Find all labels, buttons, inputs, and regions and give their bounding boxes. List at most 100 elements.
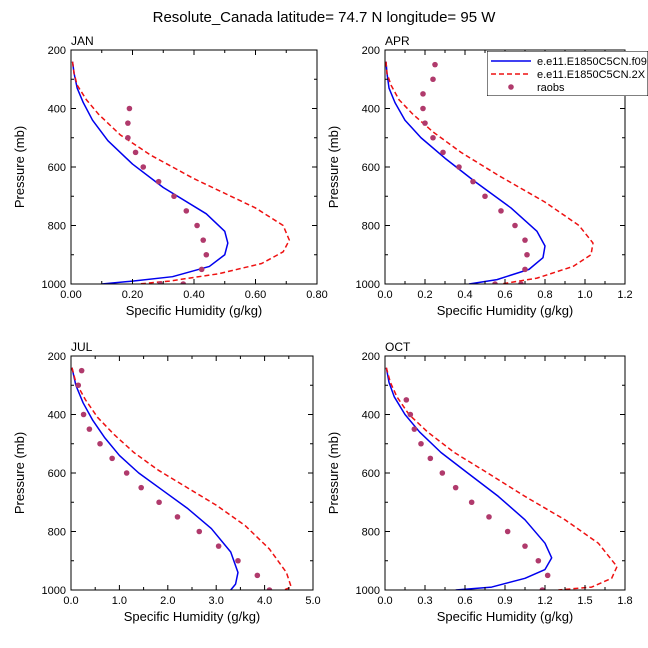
x-tick-label: 1.8 (617, 595, 632, 607)
x-axis-label: Specific Humidity (g/kg) (437, 609, 574, 624)
raob-point (535, 557, 542, 564)
raob-point (427, 455, 434, 462)
y-axis-label: Pressure (mb) (12, 126, 27, 208)
raob-point (138, 484, 144, 491)
raob-point (126, 105, 133, 112)
raob-point (180, 281, 187, 284)
raob-point (411, 426, 418, 432)
series-line-f09 (71, 367, 239, 590)
raob-point (140, 164, 147, 170)
raob-point (470, 178, 476, 185)
panel-jul: JUL 0.0 1.0 2.0 3.0 4.0 5.0 200 400 600 800 1000 Spe… (12, 340, 321, 624)
x-tick-label: 5.0 (305, 595, 320, 607)
x-tick-label: 0.60 (245, 289, 266, 301)
raob-point (468, 499, 475, 506)
raob-point (403, 397, 410, 403)
series-line-f09 (385, 367, 553, 590)
raob-point (125, 134, 131, 141)
raob-point (492, 281, 498, 284)
raob-point (439, 470, 446, 476)
raob-point (123, 470, 130, 476)
panel-oct: OCT 0.0 0.3 0.6 0.9 1.2 1.5 1.8 200 400 600 800 1000… (326, 340, 633, 624)
raob-point (254, 572, 261, 579)
raob-point (86, 426, 93, 432)
x-tick-label: 3.0 (209, 595, 224, 607)
x-tick-label: 0.3 (417, 595, 432, 607)
x-tick-label: 0.80 (306, 289, 327, 301)
raob-point (440, 149, 446, 156)
y-tick-label: 1000 (42, 279, 66, 291)
panel-title-jul: JUL (71, 340, 93, 354)
series-line-2x (71, 61, 291, 284)
panels: JAN 0.00 0.20 0.40 0.60 0.80 200 400 600 800 1000 S… (12, 34, 633, 624)
y-tick-label: 600 (362, 162, 380, 174)
raob-point (544, 572, 551, 579)
x-tick-label: 0.00 (60, 289, 81, 301)
x-tick-label: 0.6 (457, 595, 472, 607)
raob-point (420, 105, 426, 112)
raob-point (171, 193, 177, 200)
legend-label: raobs (537, 82, 565, 94)
x-tick-label: 0.20 (122, 289, 143, 301)
y-axis-label: Pressure (mb) (326, 126, 341, 208)
y-tick-label: 800 (48, 221, 66, 233)
raob-point (430, 76, 436, 83)
x-tick-label: 1.2 (617, 289, 632, 301)
series-line-f09 (71, 61, 229, 284)
x-tick-label: 0.0 (377, 595, 392, 607)
y-tick-label: 400 (362, 104, 380, 116)
raob-point (522, 266, 528, 273)
y-tick-label: 1000 (356, 585, 380, 597)
figure-title: Resolute_Canada latitude= 74.7 N longitu… (153, 9, 497, 26)
panel-title-jan: JAN (71, 34, 94, 48)
y-tick-label: 1000 (356, 279, 380, 291)
x-tick-label: 1.0 (112, 595, 127, 607)
y-tick-label: 1000 (42, 585, 66, 597)
raob-point (430, 134, 436, 141)
y-axis-label: Pressure (mb) (12, 432, 27, 514)
raob-point (156, 499, 162, 506)
series-raobs (403, 397, 551, 590)
x-tick-label: 0.4 (457, 289, 472, 301)
raob-point (452, 484, 459, 491)
panel-jan: JAN 0.00 0.20 0.40 0.60 0.80 200 400 600 800 1000 S… (12, 34, 328, 318)
plot-area-apr (385, 61, 594, 284)
series-raobs (420, 61, 530, 284)
raob-point (512, 222, 518, 229)
y-tick-label: 400 (362, 410, 380, 422)
raob-point (80, 411, 87, 418)
raob-point (522, 237, 528, 243)
x-tick-label: 0.6 (497, 289, 512, 301)
y-tick-label: 800 (362, 527, 380, 539)
raob-point (498, 208, 504, 214)
raob-point (524, 251, 530, 258)
raob-point (266, 587, 273, 590)
raob-point (504, 528, 511, 535)
raob-point (522, 543, 528, 549)
x-tick-label: 1.0 (577, 289, 592, 301)
y-tick-label: 400 (48, 410, 66, 422)
x-tick-label: 0.0 (377, 289, 392, 301)
x-axis-label: Specific Humidity (g/kg) (124, 609, 261, 624)
y-axis-label: Pressure (mb) (326, 432, 341, 514)
y-tick-label: 800 (362, 221, 380, 233)
raob-point (432, 61, 438, 68)
legend: e.e11.E1850C5CN.f09e.e11.E1850C5CN.2Xrao… (487, 51, 648, 96)
y-tick-label: 400 (48, 104, 66, 116)
series-line-2x (385, 367, 618, 590)
x-tick-label: 0.40 (183, 289, 204, 301)
y-tick-label: 600 (48, 468, 66, 480)
raob-point (183, 208, 190, 214)
y-tick-label: 600 (362, 468, 380, 480)
raob-point (109, 455, 115, 462)
raob-point (235, 557, 241, 564)
raob-point (157, 281, 163, 284)
raob-point (75, 382, 82, 389)
legend-box: e.e11.E1850C5CN.f09e.e11.E1850C5CN.2Xrao… (487, 51, 648, 96)
raob-point (198, 266, 205, 273)
series-line-2x (71, 367, 292, 590)
raob-point (97, 440, 103, 447)
panel-title-apr: APR (385, 34, 410, 48)
series-raobs (75, 367, 273, 590)
